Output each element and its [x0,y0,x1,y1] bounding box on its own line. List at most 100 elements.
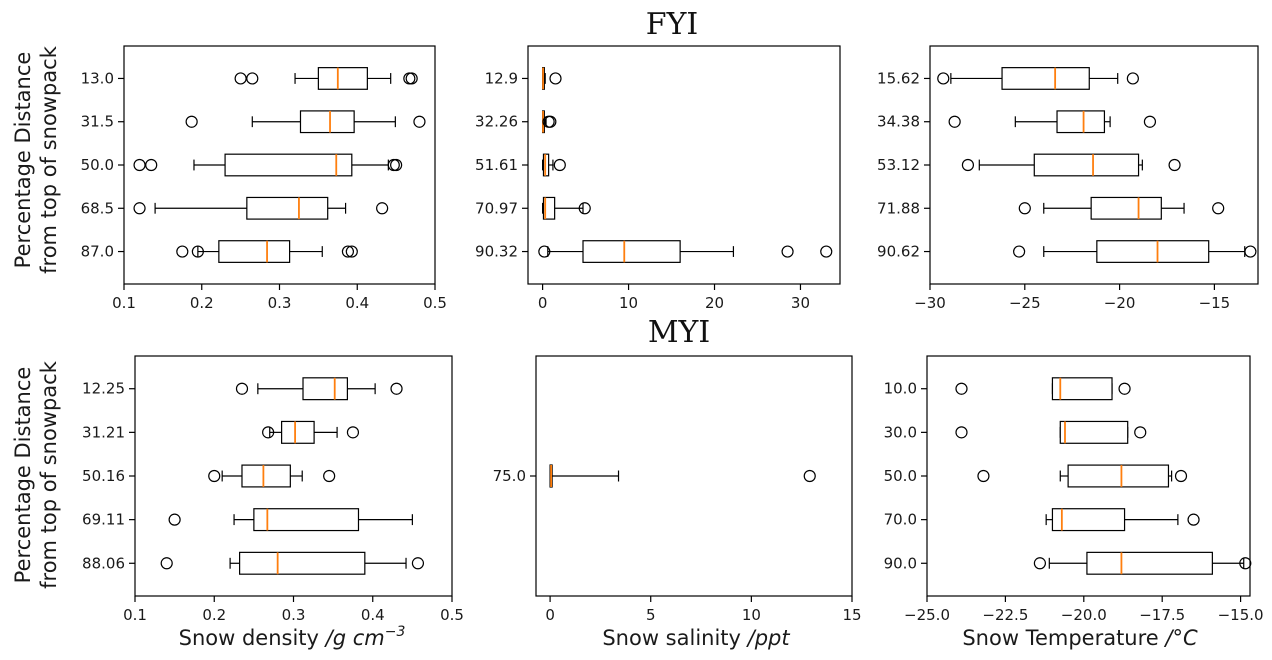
ylabel-bottom-line1: Percentage Distance [11,367,35,584]
y-tick-label: 15.62 [877,69,920,87]
x-tick-label: 20 [705,294,724,312]
outlier-point [803,469,816,483]
x-tick-label: 0.4 [345,294,369,312]
x-tick-label: −25 [1009,294,1041,312]
outlier-point [376,202,389,215]
y-tick-label: 71.88 [877,199,920,217]
outlier-point [553,158,566,172]
outlier-point [1174,469,1188,483]
x-tick-label: 0.1 [112,294,136,312]
x-tick-label: −30 [914,294,946,312]
panel-myi-salinity: 0 5 10 15 75.0 [493,355,862,624]
x-tick-label: 15 [842,606,861,624]
box-68.5 [133,196,389,220]
y-tick-label: 87.0 [81,243,114,261]
iqr-box [1051,377,1113,401]
outlier-point [977,469,990,483]
outlier-point [538,245,551,258]
iqr-box [542,196,556,220]
x-tick-label: 10 [742,606,761,624]
iqr-box [1090,196,1162,220]
iqr-box [302,377,348,401]
x-tick-label: −20.0 [1061,606,1107,624]
box-90.0 [1033,551,1252,575]
xlabel-density-prefix: Snow density [179,626,326,650]
panel-fyi-salinity: 0 10 20 30 12.9 32.26 51.61 70.97 90.32 [475,45,841,312]
outlier-point [390,382,403,395]
panels: 0.1 0.2 0.3 0.4 0.5 13.0 31.5 50.0 68.5 87.0 0 10 20… [81,45,1264,624]
iqr-box [1056,110,1106,134]
panel-myi-density: 0.1 0.2 0.3 0.4 0.5 12.25 31.21 50.16 69.11 88.06 [82,355,464,624]
x-tick-label: 0 [545,606,555,624]
box-70.0 [1045,508,1200,532]
y-tick-label: 31.5 [81,113,114,131]
outlier-point [1013,245,1026,258]
iqr-box [1067,464,1170,488]
x-tick-label: −20 [1104,294,1136,312]
box-15.62 [937,67,1139,90]
x-tick-label: −22.5 [982,606,1028,624]
box-70.97 [542,196,591,220]
box-12.9 [542,67,562,90]
box-53.12 [961,153,1181,177]
outlier-point [234,72,247,85]
outlier-point [413,115,426,128]
iqr-box [218,240,291,263]
x-tick-label: 0.4 [361,606,385,624]
outlier-point [208,469,221,483]
outlier-point [955,426,968,439]
box-75.0 [549,464,816,488]
x-tick-label: 0.3 [282,606,306,624]
x-tick-label: 0.5 [423,294,447,312]
x-tick-label: −25.0 [904,606,950,624]
outlier-point [133,202,146,215]
x-tick-label: 0.3 [268,294,292,312]
y-tick-label: 32.26 [475,113,518,131]
iqr-box [1001,67,1090,90]
outlier-point [176,245,189,258]
outlier-point [1126,72,1139,85]
outlier-point [1033,557,1046,570]
outlier-point [1134,426,1147,439]
y-tick-label: 50.0 [884,467,917,485]
outlier-point [544,115,557,128]
iqr-box [281,420,315,444]
x-tick-label: −17.5 [1139,606,1185,624]
iqr-box [1096,240,1210,263]
box-51.61 [542,153,566,177]
xlabel-density-sup: −3 [385,624,406,640]
outlier-point [1118,382,1131,395]
outlier-point [235,382,249,395]
outlier-point [955,382,968,395]
box-88.06 [160,551,425,575]
iqr-box [253,508,360,532]
outlier-point [1212,202,1225,215]
box-31.21 [262,420,360,444]
outlier-point [1168,158,1181,172]
y-tick-label: 88.06 [82,554,125,572]
xlabel-density: Snow density /g cm−3 [179,624,406,650]
xlabel-salinity: Snow salinity /ppt [602,626,790,650]
ylabel-top-line1: Percentage Distance [11,52,35,269]
x-tick-label: 0.2 [202,606,226,624]
outlier-point [323,469,336,483]
outlier-point [781,245,794,258]
box-50.0 [977,464,1188,488]
row-title-myi: MYI [648,315,710,350]
box-69.11 [168,508,413,532]
iqr-box [224,153,353,177]
panel-fyi-temperature: −30 −25 −20 −15 15.62 34.38 53.12 71.88 90.62 [877,45,1259,312]
outlier-point [346,426,360,439]
outlier-point [246,72,259,85]
iqr-box [1033,153,1140,177]
y-tick-label: 51.61 [475,156,518,174]
outlier-point [390,158,403,172]
x-tick-label: 0.1 [123,606,147,624]
y-tick-label: 69.11 [82,511,125,529]
iqr-box [582,240,681,263]
outlier-point [1244,245,1257,258]
y-tick-label: 90.0 [884,554,917,572]
y-tick-label: 90.62 [877,243,920,261]
box-12.25 [235,377,403,401]
